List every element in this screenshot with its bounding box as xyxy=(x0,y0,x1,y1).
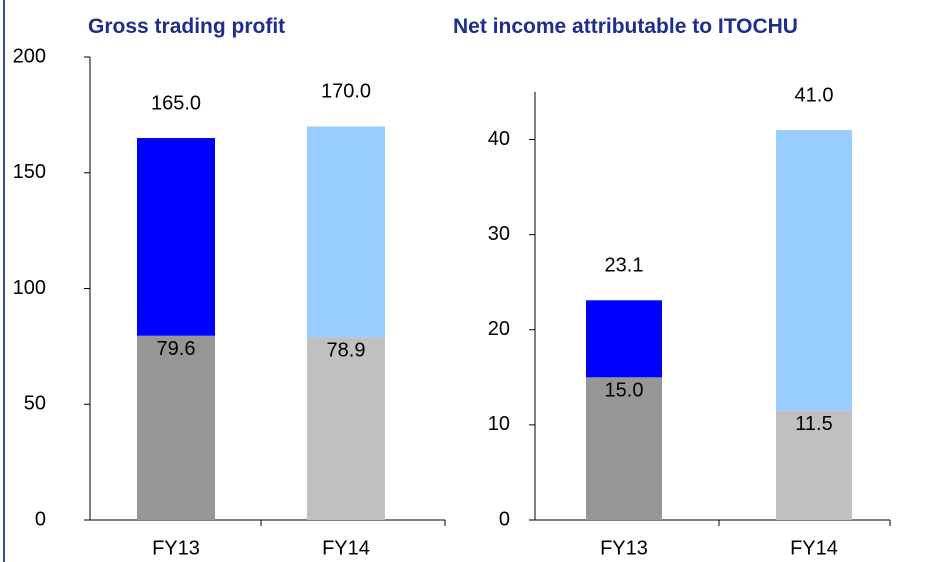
bar-segment xyxy=(776,130,852,411)
y-tick-label: 20 xyxy=(488,318,510,340)
bar-segment xyxy=(307,337,385,520)
value-label: 78.9 xyxy=(327,340,366,362)
y-tick-label: 0 xyxy=(35,508,46,530)
y-tick-label: 50 xyxy=(24,393,46,415)
x-tick-label: FY14 xyxy=(322,537,370,559)
chart-title: Net income attributable to ITOCHU xyxy=(453,15,798,38)
y-tick-label: 200 xyxy=(13,45,46,67)
value-label: 79.6 xyxy=(157,338,196,360)
bar-segment xyxy=(776,410,852,520)
bar-segment xyxy=(137,138,215,336)
total-label: 23.1 xyxy=(605,255,644,277)
y-tick-label: 10 xyxy=(488,413,510,435)
total-label: 170.0 xyxy=(321,81,371,103)
total-label: 165.0 xyxy=(151,92,201,114)
y-tick-label: 100 xyxy=(13,277,46,299)
y-tick-label: 40 xyxy=(488,128,510,150)
chart-title: Gross trading profit xyxy=(88,15,285,38)
y-tick-label: 0 xyxy=(499,508,510,530)
bar-segment xyxy=(137,335,215,520)
y-tick-label: 150 xyxy=(13,161,46,183)
value-label: 11.5 xyxy=(795,413,832,435)
y-tick-label: 30 xyxy=(488,223,510,245)
x-tick-label: FY13 xyxy=(152,537,200,559)
bar-segment xyxy=(307,126,385,338)
total-label: 41.0 xyxy=(795,84,834,106)
bar-segment xyxy=(586,300,662,378)
x-tick-label: FY13 xyxy=(600,537,648,559)
x-tick-label: FY14 xyxy=(790,537,838,559)
bar-segment xyxy=(586,377,662,520)
value-label: 15.0 xyxy=(605,380,644,402)
